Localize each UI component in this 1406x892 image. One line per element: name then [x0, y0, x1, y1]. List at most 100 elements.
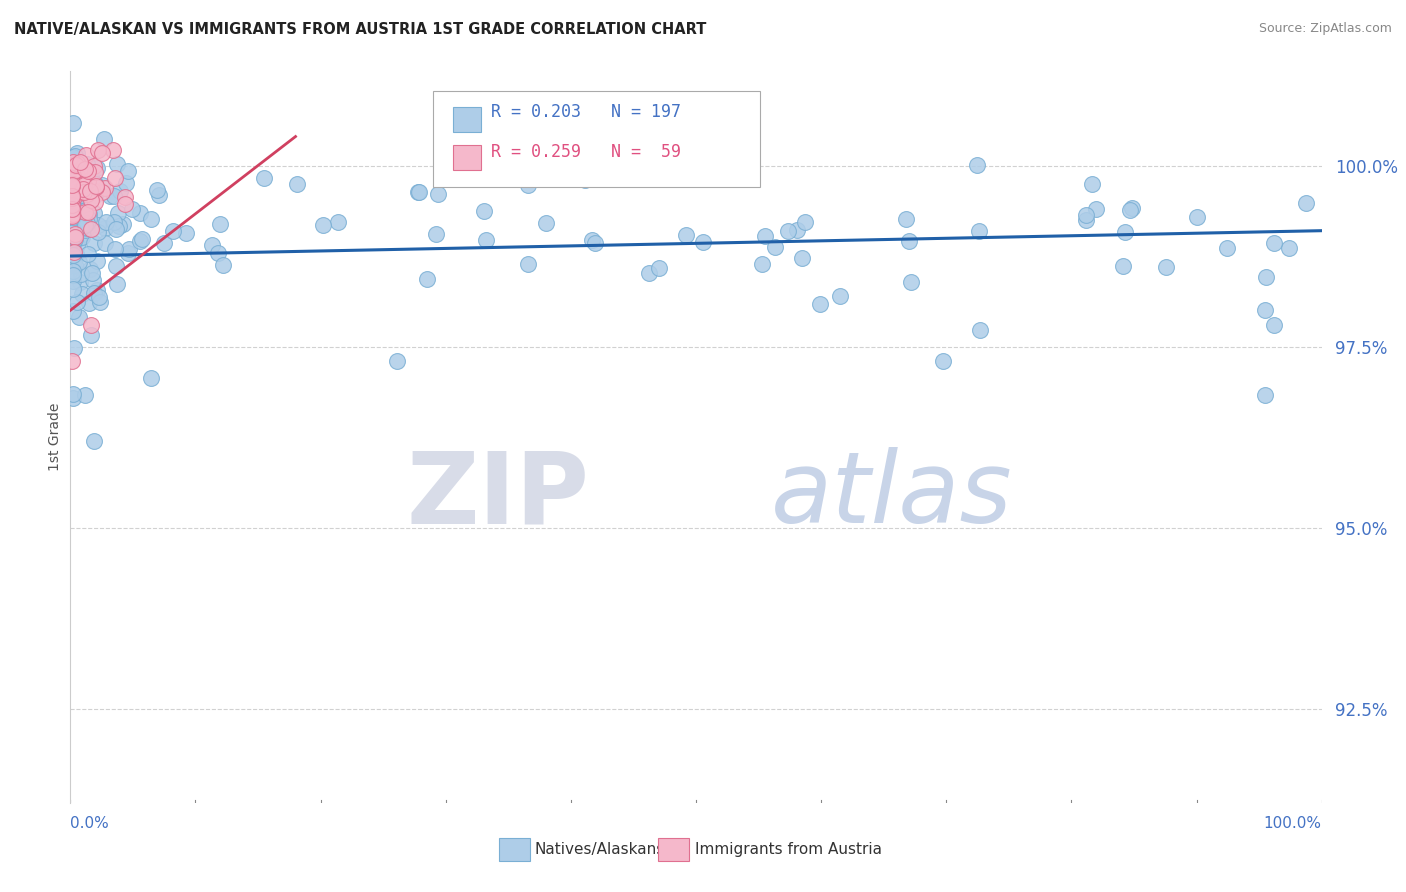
Point [63, 245, 86, 260]
Point [406, 185, 429, 199]
Point [62, 210, 84, 224]
Point [76, 184, 98, 198]
Point [87, 218, 110, 232]
Point [103, 214, 125, 228]
Point [117, 164, 139, 178]
Point [60, 188, 83, 202]
Point [416, 272, 439, 286]
Point [63, 209, 86, 223]
Point [60, 198, 83, 212]
Point [1215, 241, 1237, 255]
Point [87, 225, 110, 239]
Point [1278, 241, 1301, 255]
Point [66, 146, 89, 161]
Point [60, 202, 83, 217]
FancyBboxPatch shape [453, 107, 481, 132]
Point [110, 184, 132, 198]
Point [581, 233, 603, 247]
Point [89, 295, 111, 310]
Point [1263, 236, 1285, 251]
Point [62, 178, 84, 193]
Point [763, 240, 786, 254]
Point [574, 173, 596, 187]
Point [111, 218, 134, 232]
Point [65, 259, 87, 273]
Point [63, 227, 86, 242]
Text: ZIP: ZIP [406, 447, 589, 544]
Point [1080, 177, 1102, 191]
Point [426, 187, 449, 202]
Point [66, 238, 89, 252]
Point [91, 185, 114, 199]
Text: R = 0.203   N = 197: R = 0.203 N = 197 [491, 103, 681, 120]
Point [69, 211, 91, 225]
Point [62, 158, 84, 172]
Point [62, 169, 84, 183]
Point [326, 215, 349, 229]
Point [285, 178, 308, 192]
Point [1074, 208, 1097, 222]
Point [63, 341, 86, 355]
Point [84, 178, 107, 193]
Point [60, 190, 83, 204]
Point [62, 222, 84, 236]
Point [83, 165, 105, 179]
Point [60, 188, 83, 202]
Point [80, 222, 103, 236]
Point [77, 183, 100, 197]
Point [73, 178, 96, 192]
Point [900, 275, 922, 289]
Point [103, 189, 125, 203]
Point [62, 203, 84, 218]
Point [62, 227, 84, 242]
Point [63, 149, 86, 163]
Point [1254, 388, 1277, 402]
Point [66, 155, 89, 169]
Point [65, 160, 87, 174]
Point [62, 268, 84, 282]
Point [76, 216, 98, 230]
Point [75, 219, 97, 233]
Point [60, 179, 83, 194]
Point [118, 242, 141, 256]
Point [67, 310, 90, 324]
Point [62, 244, 84, 258]
Point [131, 232, 153, 246]
Point [62, 264, 84, 278]
Point [792, 251, 814, 265]
Point [94, 215, 117, 229]
Text: Source: ZipAtlas.com: Source: ZipAtlas.com [1258, 22, 1392, 36]
Point [675, 227, 697, 242]
Point [209, 217, 232, 231]
Point [86, 179, 108, 194]
Point [62, 191, 84, 205]
Point [69, 183, 91, 197]
Point [408, 186, 430, 200]
Point [79, 262, 101, 277]
Point [1119, 202, 1142, 217]
Point [107, 219, 129, 233]
Point [76, 157, 98, 171]
Point [211, 258, 233, 272]
Point [72, 160, 94, 174]
Point [86, 254, 108, 268]
Point [62, 225, 84, 239]
Point [76, 186, 98, 201]
Point [70, 180, 93, 194]
Point [62, 178, 84, 193]
Point [148, 188, 170, 202]
Point [121, 202, 143, 217]
Point [162, 224, 184, 238]
Point [62, 250, 84, 264]
Point [62, 304, 84, 318]
Text: R = 0.259   N =  59: R = 0.259 N = 59 [491, 143, 681, 161]
Point [692, 235, 714, 249]
Point [808, 297, 831, 311]
Point [62, 149, 84, 163]
Point [72, 182, 94, 196]
Point [105, 277, 128, 291]
Point [794, 214, 817, 228]
Point [77, 174, 100, 188]
Point [91, 178, 114, 193]
Text: atlas: atlas [770, 447, 1012, 544]
